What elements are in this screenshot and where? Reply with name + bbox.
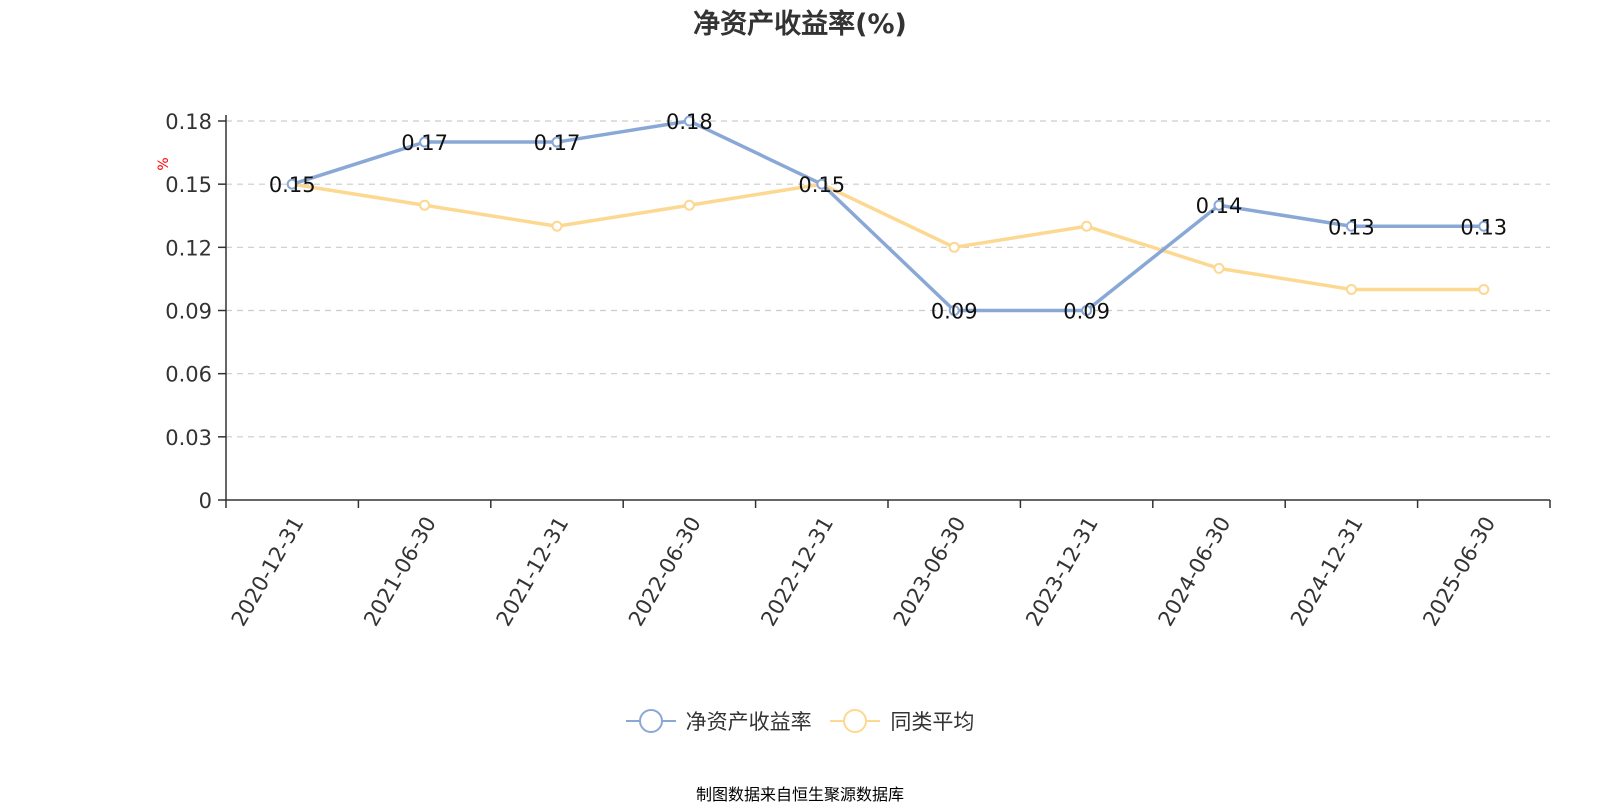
data-point [1081, 305, 1093, 316]
data-point [419, 136, 431, 148]
data-point [1345, 220, 1357, 232]
legend-item-roe[interactable]: 净资产收益率 [625, 706, 812, 736]
legend-item-peer-avg[interactable]: 同类平均 [830, 706, 974, 736]
data-point [1213, 199, 1225, 211]
x-tick-label: 2025-06-30 [1418, 513, 1500, 631]
data-label: 0.13 [1328, 215, 1375, 239]
data-point [1213, 262, 1225, 274]
y-tick-label: 0 [199, 489, 212, 513]
x-tick-label: 2022-12-31 [756, 513, 838, 631]
source-note: 制图数据来自恒生聚源数据库 [695, 785, 904, 804]
chart-title: 净资产收益率(%) [693, 9, 907, 40]
legend: 净资产收益率 同类平均 [0, 706, 1600, 738]
series-line [291, 119, 1484, 313]
y-axis-label: % [156, 157, 172, 170]
data-point [1478, 283, 1490, 295]
y-tick-label: 0.12 [165, 236, 212, 260]
legend-peer-avg-icon [830, 709, 881, 733]
legend-roe-icon [625, 709, 676, 733]
data-point [551, 136, 563, 148]
data-point [683, 115, 695, 127]
x-tick-label: 2023-12-31 [1021, 513, 1103, 631]
data-point [419, 199, 431, 211]
y-tick-label: 0.09 [165, 300, 212, 324]
data-point [1478, 220, 1490, 232]
data-point [948, 241, 960, 253]
data-point [551, 220, 563, 232]
data-label: 0.18 [666, 110, 713, 134]
y-tick-label: 0.06 [165, 363, 212, 387]
data-label: 0.09 [931, 300, 978, 324]
data-label: 0.14 [1196, 194, 1243, 218]
legend-label-roe: 净资产收益率 [685, 710, 812, 734]
data-label: 0.13 [1460, 215, 1507, 239]
x-tick-label: 2024-06-30 [1154, 513, 1236, 631]
data-point [1345, 283, 1357, 295]
data-label: 0.17 [534, 131, 581, 155]
legend-label-peer-avg: 同类平均 [890, 710, 975, 734]
x-tick-label: 2024-12-31 [1286, 513, 1368, 631]
y-tick-label: 0.18 [165, 110, 212, 134]
data-point [816, 178, 828, 190]
y-tick-label: 0.15 [165, 173, 212, 197]
y-tick-label: 0.03 [165, 426, 212, 450]
series-line [291, 182, 1484, 292]
x-tick-label: 2023-06-30 [889, 513, 971, 631]
x-tick-label: 2021-06-30 [359, 513, 441, 631]
data-point [948, 305, 960, 316]
data-point [1081, 220, 1093, 232]
data-label: 0.15 [269, 173, 316, 197]
data-label: 0.17 [401, 131, 448, 155]
x-tick-label: 2022-06-30 [624, 513, 706, 631]
data-point [683, 199, 695, 211]
x-tick-label: 2021-12-31 [492, 513, 574, 631]
data-point [286, 178, 298, 190]
data-label: 0.15 [798, 173, 845, 197]
data-label: 0.09 [1063, 300, 1110, 324]
x-tick-label: 2020-12-31 [227, 513, 309, 631]
